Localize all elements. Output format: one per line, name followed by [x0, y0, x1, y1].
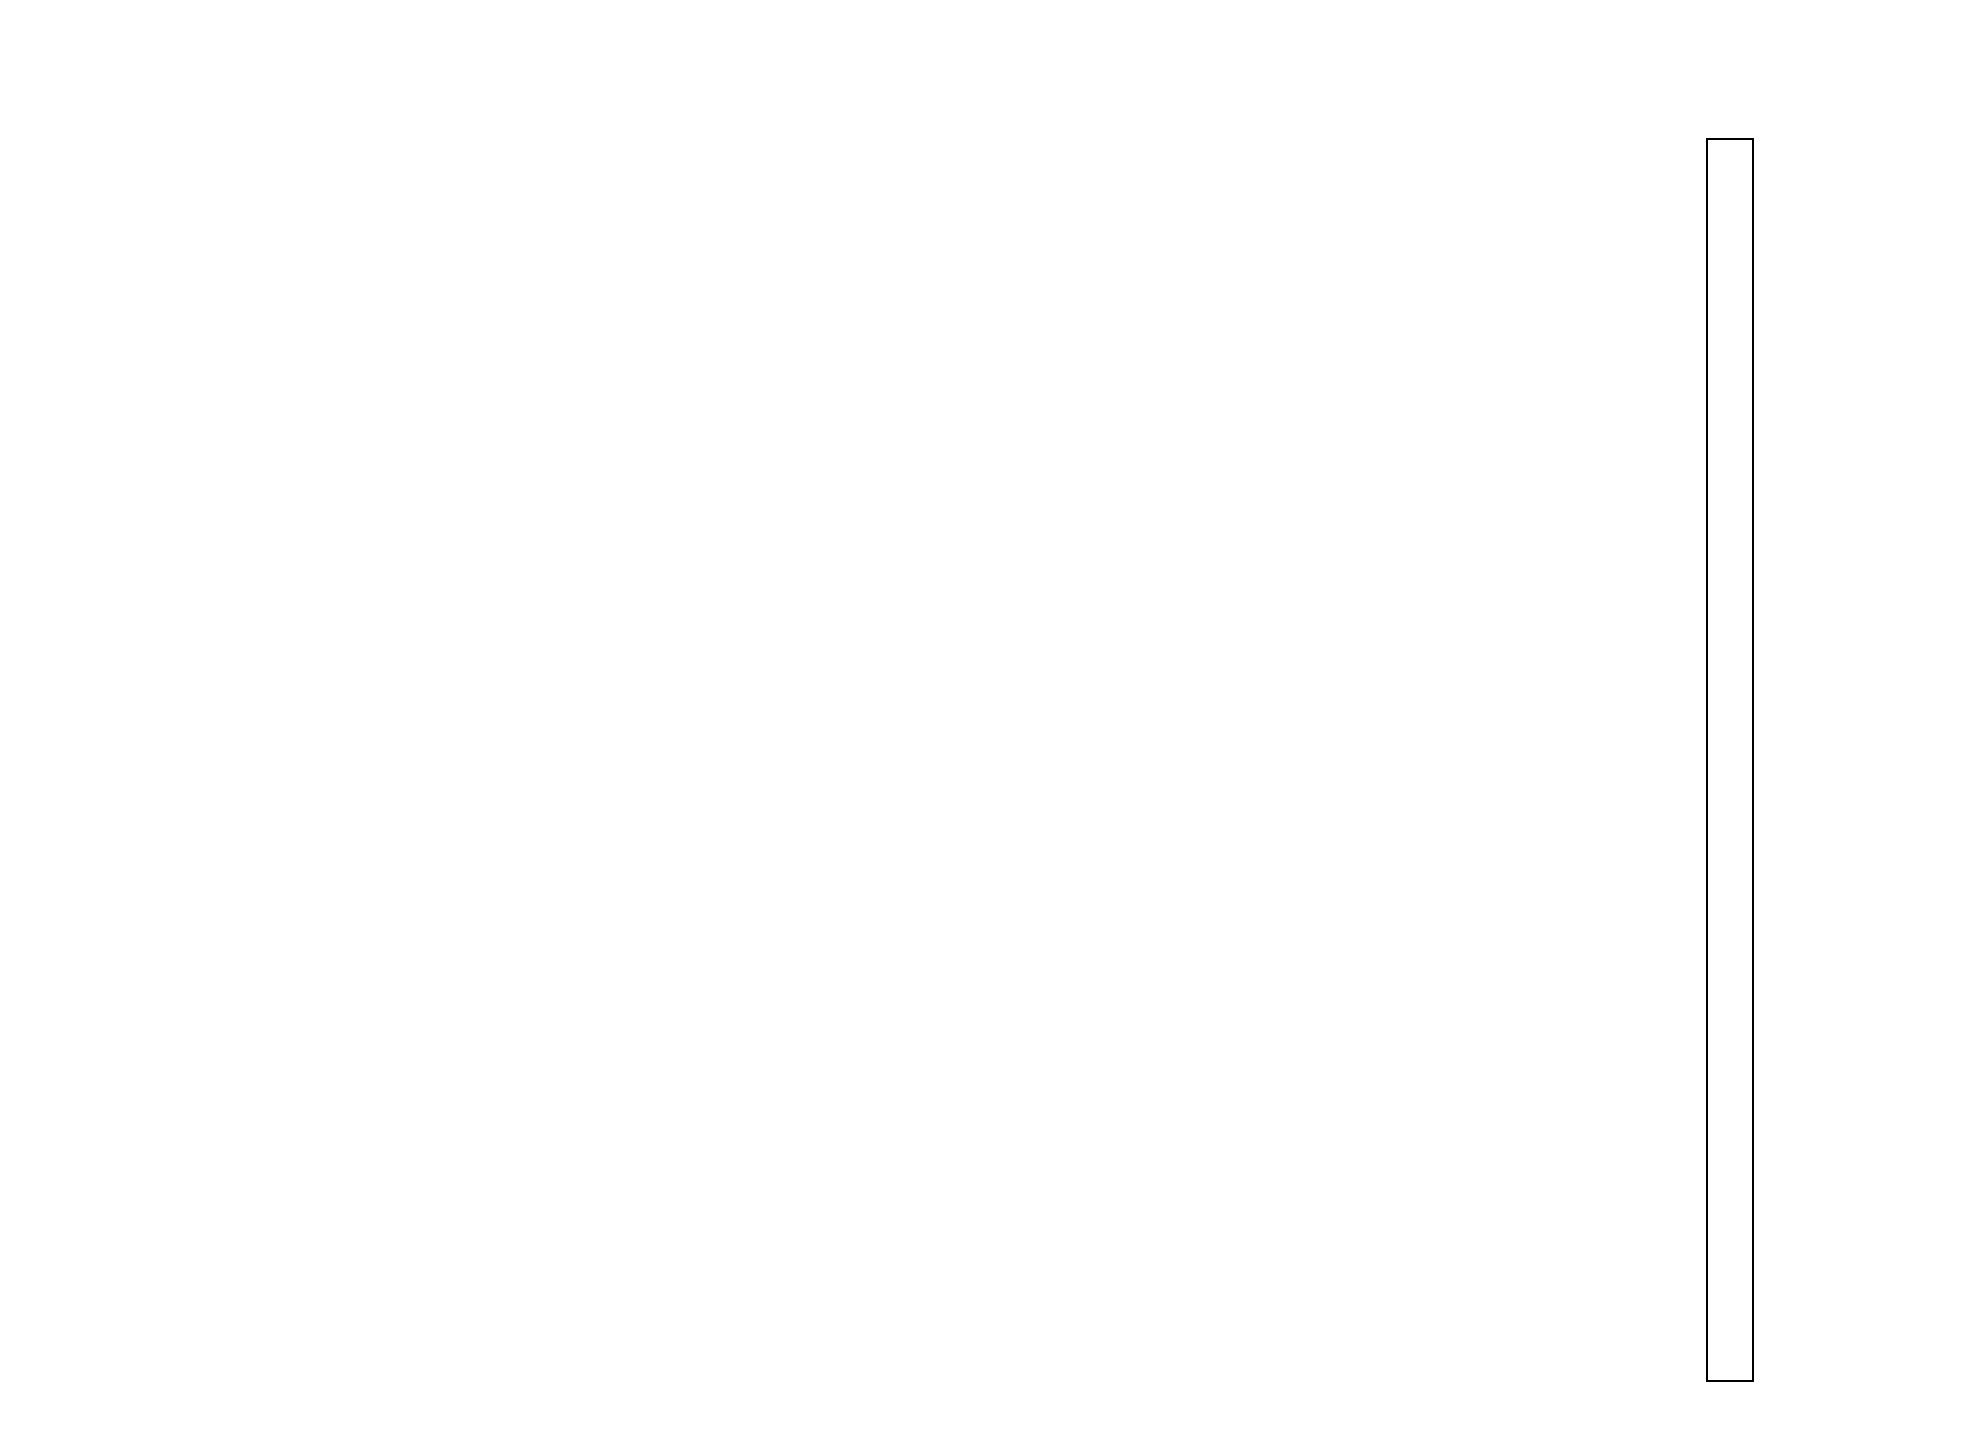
contour-map-canvas: [100, 138, 1692, 1382]
colorbar: [1706, 138, 1754, 1382]
chart-header: [100, 16, 1692, 23]
